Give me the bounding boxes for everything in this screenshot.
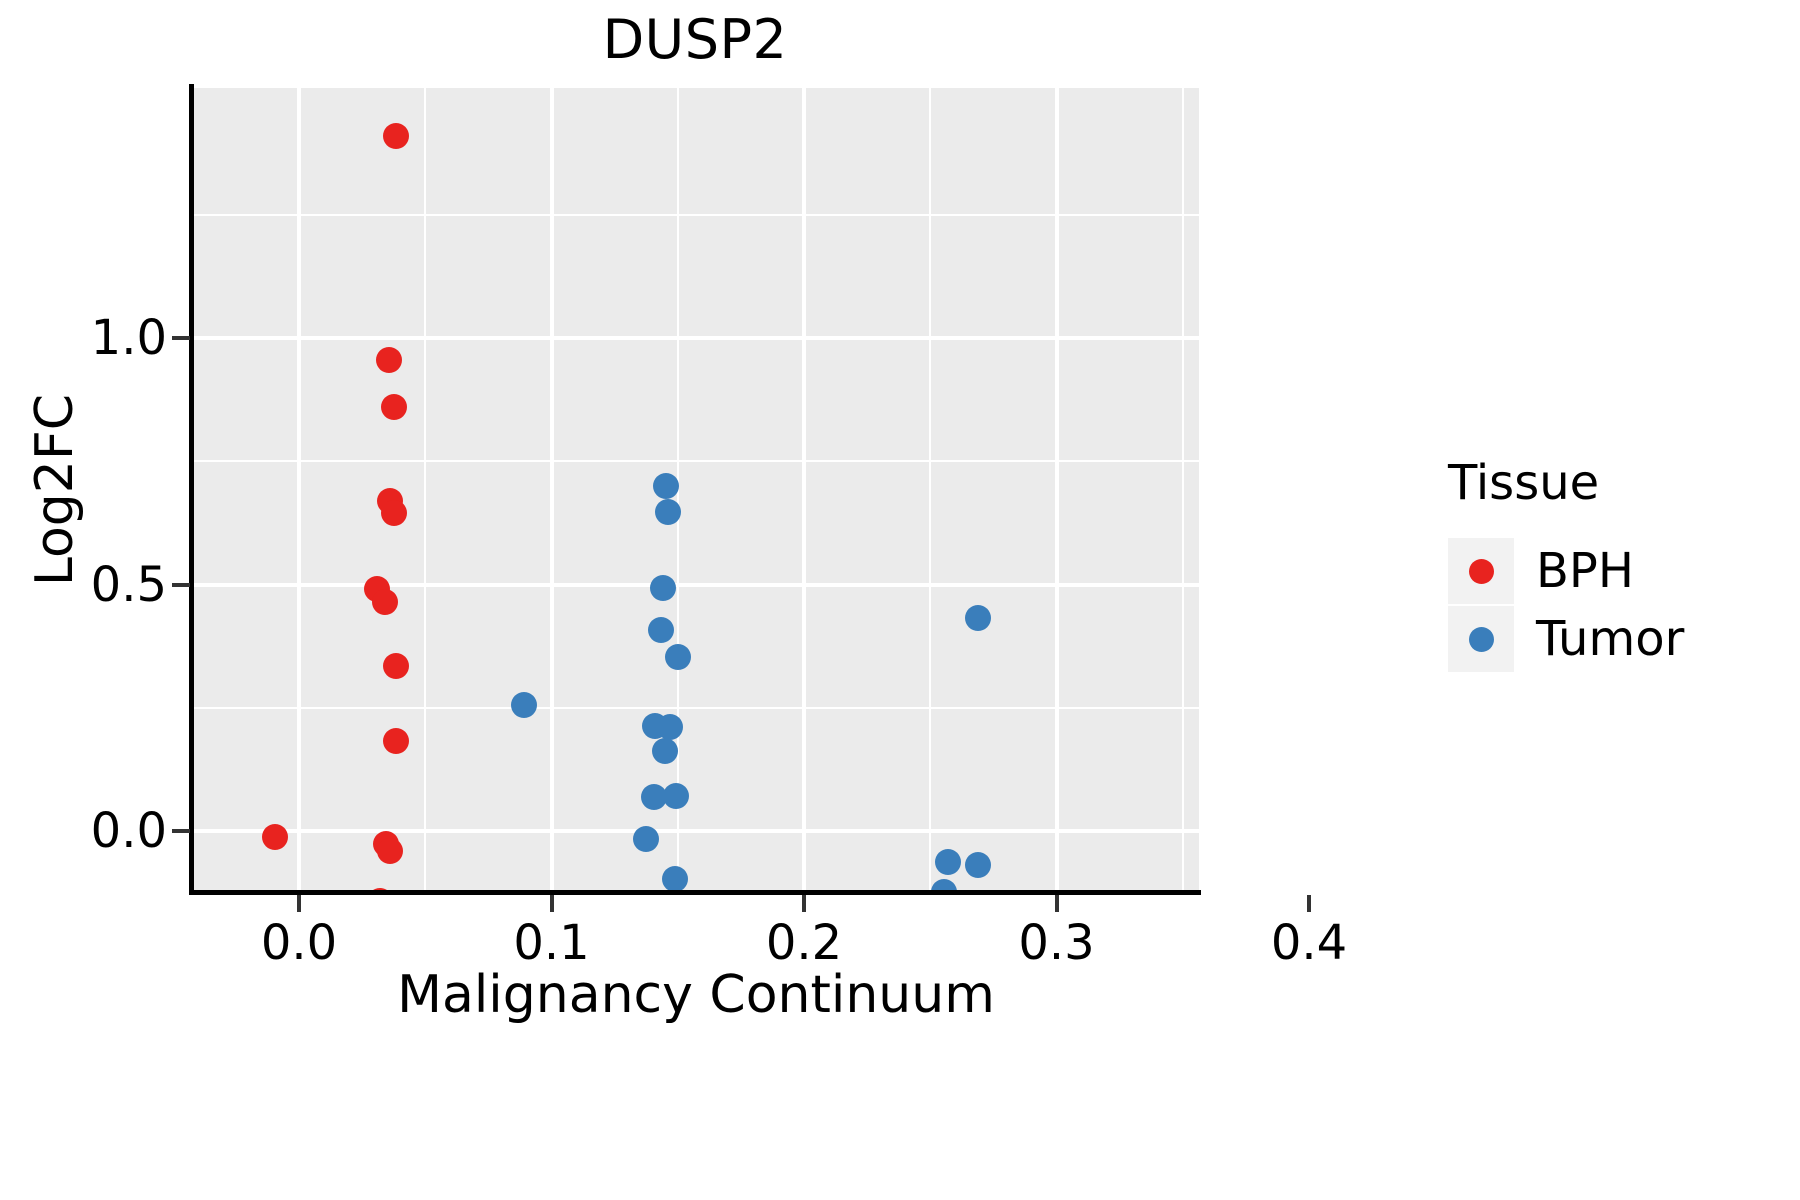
legend-key-swatch	[1448, 606, 1514, 672]
gridline-major-x	[549, 88, 554, 890]
gridline-minor-x	[1181, 88, 1184, 890]
y-axis-label: Log2FC	[25, 393, 85, 587]
gridline-minor-y	[193, 706, 1199, 709]
y-axis-line	[189, 84, 194, 894]
gridline-major-x	[1054, 88, 1059, 890]
legend: Tissue BPH Tumor	[1448, 455, 1684, 673]
gridline-major-y	[193, 582, 1199, 587]
y-tick	[172, 829, 190, 833]
data-point	[383, 652, 410, 679]
data-point	[934, 848, 961, 875]
data-point	[663, 782, 690, 809]
y-tick-label: 1.0	[90, 310, 167, 366]
legend-item-tumor[interactable]: Tumor	[1448, 605, 1684, 673]
data-point	[380, 500, 407, 526]
legend-title: Tissue	[1448, 455, 1600, 511]
x-tick-label: 0.2	[765, 915, 843, 971]
legend-item-label: Tumor	[1536, 611, 1685, 667]
x-tick	[297, 895, 301, 912]
data-point	[262, 823, 288, 850]
data-point	[380, 394, 407, 421]
legend-item-label: BPH	[1536, 543, 1634, 599]
data-point	[640, 784, 667, 811]
x-axis-label: Malignancy Continuum	[397, 965, 995, 1025]
x-tick	[1054, 895, 1059, 912]
data-point	[653, 472, 680, 499]
y-tick	[172, 336, 190, 340]
x-tick	[802, 895, 806, 912]
data-point	[383, 122, 410, 149]
x-axis-line	[189, 890, 1201, 895]
data-point	[649, 575, 676, 602]
data-point	[633, 826, 660, 853]
gridline-minor-x	[929, 88, 932, 890]
x-tick-label: 0.1	[513, 915, 590, 971]
gridline-major-y	[193, 336, 1199, 340]
plot-panel	[193, 88, 1199, 890]
legend-item-bph[interactable]: BPH	[1448, 537, 1684, 605]
x-tick-label: 0.3	[1018, 915, 1095, 971]
data-point	[662, 865, 689, 890]
data-point	[376, 837, 403, 864]
data-point	[652, 738, 679, 765]
data-point	[510, 692, 537, 719]
gridline-major-x	[802, 88, 806, 890]
legend-items: BPH Tumor	[1448, 537, 1684, 673]
legend-dot-icon	[1468, 626, 1494, 652]
data-point	[664, 643, 691, 670]
data-point	[648, 617, 675, 644]
legend-key-swatch	[1448, 538, 1514, 604]
data-point	[371, 588, 398, 615]
data-point	[931, 878, 958, 890]
x-tick-label: 0.0	[260, 915, 338, 971]
data-point	[657, 714, 684, 741]
data-point	[383, 728, 410, 755]
data-point	[965, 851, 992, 878]
gridline-minor-y	[193, 213, 1199, 216]
data-point	[654, 498, 681, 525]
gridline-minor-x	[424, 88, 427, 890]
gridline-minor-y	[193, 460, 1199, 463]
gridline-major-x	[297, 88, 301, 890]
y-tick	[172, 582, 190, 587]
page-title: DUSP2	[602, 8, 788, 71]
data-point	[366, 888, 393, 890]
x-tick-label: 0.4	[1270, 915, 1348, 971]
y-tick-label: 0.0	[90, 803, 167, 859]
x-tick	[1307, 895, 1311, 912]
gridline-major-y	[193, 829, 1199, 833]
x-tick	[549, 895, 554, 912]
y-tick-label: 0.5	[90, 556, 167, 613]
data-point	[375, 347, 402, 374]
data-point	[965, 605, 992, 632]
legend-dot-icon	[1468, 558, 1494, 584]
